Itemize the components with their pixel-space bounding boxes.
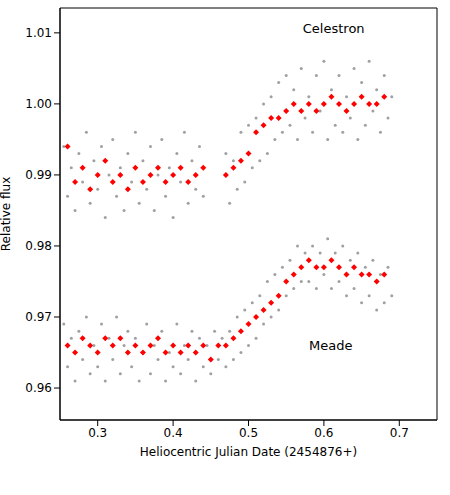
- svg-text:0.7: 0.7: [390, 426, 409, 440]
- svg-text:0.99: 0.99: [25, 168, 52, 182]
- svg-text:0.5: 0.5: [239, 426, 258, 440]
- svg-text:Relative flux: Relative flux: [8, 177, 13, 251]
- svg-text:Celestron: Celestron: [303, 21, 365, 36]
- svg-text:0.6: 0.6: [314, 426, 333, 440]
- svg-text:Meade: Meade: [309, 338, 352, 353]
- svg-text:0.97: 0.97: [25, 310, 52, 324]
- svg-text:1.00: 1.00: [25, 97, 52, 111]
- svg-text:1.01: 1.01: [25, 26, 52, 40]
- svg-text:Heliocentric Julian Date (2454: Heliocentric Julian Date (2454876+): [140, 445, 357, 459]
- svg-text:0.4: 0.4: [164, 426, 183, 440]
- svg-text:0.3: 0.3: [88, 426, 107, 440]
- svg-text:0.98: 0.98: [25, 239, 52, 253]
- svg-text:0.96: 0.96: [25, 381, 52, 395]
